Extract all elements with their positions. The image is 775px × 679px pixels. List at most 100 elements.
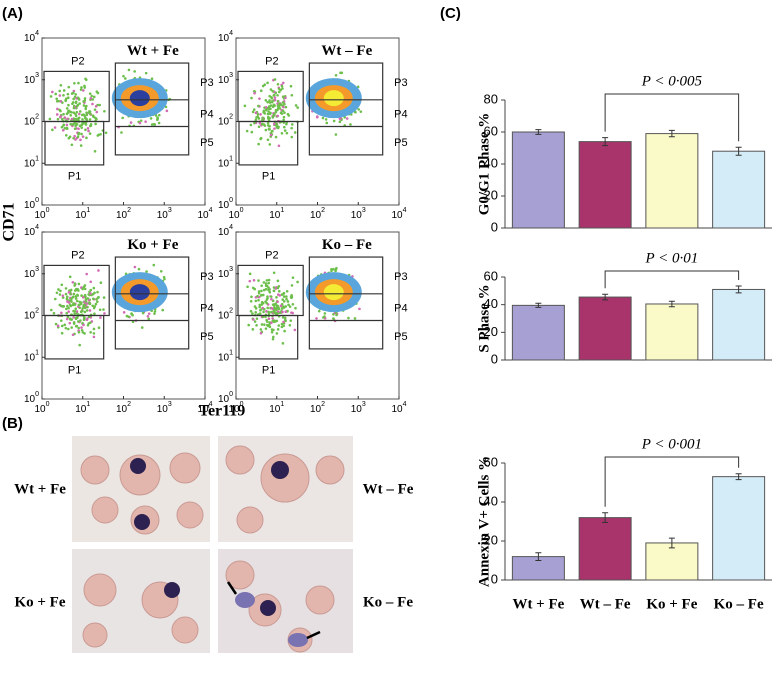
tick-base: 10 [24, 33, 36, 44]
dot [56, 117, 60, 121]
tick-base: 10 [24, 227, 36, 238]
dot [54, 92, 57, 96]
dot [89, 112, 92, 116]
dot [276, 279, 280, 283]
dot [125, 314, 129, 318]
dot [264, 282, 268, 285]
x-tick-label: 102 [310, 207, 325, 221]
dot [282, 305, 285, 308]
dot [83, 306, 87, 310]
dot [266, 106, 270, 110]
dot [258, 312, 262, 315]
tick-exp: 1 [229, 349, 233, 356]
dot [88, 118, 92, 121]
dot [264, 106, 268, 109]
dot [266, 121, 270, 125]
density [129, 284, 150, 301]
dot [281, 310, 284, 314]
dot [276, 114, 280, 118]
dot [272, 304, 276, 307]
tick-base: 10 [391, 404, 403, 415]
dot [271, 116, 275, 119]
dot [349, 123, 352, 126]
dot [49, 95, 53, 98]
dot [338, 120, 342, 124]
dot [79, 319, 82, 322]
tick-base: 10 [228, 404, 240, 415]
bar [578, 296, 632, 361]
dot [70, 143, 74, 147]
dot [282, 118, 285, 122]
dot [96, 134, 100, 137]
dot [280, 325, 284, 329]
dot [276, 293, 280, 296]
dot [58, 293, 62, 296]
significance-bracket [604, 93, 740, 142]
dot [286, 112, 290, 116]
dot [57, 288, 60, 291]
dot [281, 298, 285, 301]
x-tick-label: 100 [228, 401, 243, 415]
dot [138, 121, 142, 125]
dot [149, 117, 153, 120]
dot [67, 306, 70, 310]
dot [271, 89, 275, 93]
dot [97, 269, 100, 272]
error-bar [735, 285, 742, 294]
dot [278, 103, 282, 106]
annotation: P < 0·001 [641, 436, 702, 452]
dot [256, 294, 259, 298]
image-label: Ko + Fe [14, 594, 65, 610]
dot [289, 319, 293, 322]
dot [291, 311, 294, 315]
gate [114, 256, 190, 350]
plot-title: Ko – Fe [322, 237, 372, 253]
dot [99, 132, 102, 136]
dot [63, 116, 67, 119]
dot [275, 332, 279, 335]
dot [96, 300, 99, 304]
dot [330, 268, 333, 271]
y-tick-label: 80 [484, 91, 498, 106]
dot [66, 92, 70, 96]
dot [286, 300, 290, 303]
tick-exp: 3 [362, 207, 366, 214]
dot [266, 112, 270, 116]
dot [78, 102, 81, 105]
dot [266, 100, 269, 104]
dot [67, 85, 71, 89]
gate [308, 62, 384, 156]
tick-exp: 1 [280, 207, 284, 214]
dot [260, 284, 263, 288]
dot [74, 138, 77, 141]
gate-label: P2 [71, 55, 84, 67]
dot [145, 270, 148, 273]
dot [80, 126, 83, 129]
dot [66, 315, 70, 319]
dot [86, 323, 90, 327]
dot [359, 110, 363, 113]
tick-exp: 4 [403, 401, 407, 408]
y-tick-label: 103 [218, 266, 233, 280]
dot [269, 104, 273, 107]
dot [129, 121, 133, 124]
dot [140, 326, 144, 329]
dot [91, 102, 94, 106]
dot [248, 279, 252, 283]
dot [338, 117, 342, 121]
dot [252, 318, 255, 321]
gate-label: P1 [68, 171, 81, 183]
dot [262, 310, 265, 314]
dot [50, 308, 53, 312]
dot [276, 99, 280, 103]
dot [252, 278, 256, 282]
dot [284, 105, 288, 109]
dot [267, 110, 270, 113]
dot [265, 108, 268, 112]
y-tick-label: 104 [24, 30, 39, 44]
dot [272, 94, 276, 97]
dot [264, 327, 268, 330]
gate [114, 62, 190, 156]
error-bar [735, 473, 742, 481]
annotation: P < 0·005 [641, 73, 703, 89]
